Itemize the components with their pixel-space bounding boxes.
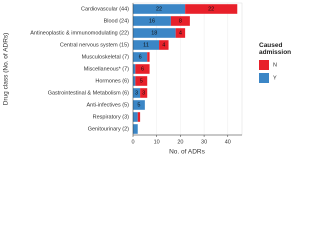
data-label: 22 [156,6,162,12]
bar-segment [170,16,190,26]
y-tick-label: Antineoplastic & immunomodulating (22) [30,30,129,36]
data-label: 6 [139,54,142,60]
data-label: 4 [179,30,182,36]
bar-segment [133,124,138,134]
bar-segment [137,112,141,122]
y-tick-label: Blood (24) [104,18,130,24]
bar-segment [133,16,171,26]
bar-segment [175,28,186,38]
y-axis-label: Drug class (No. of ADRs) [3,33,10,106]
data-label: 6 [141,66,144,72]
x-tick-label: 20 [177,139,183,145]
x-tick-label: 40 [225,139,231,145]
data-label: 8 [179,18,182,24]
data-label: 22 [208,6,214,12]
bar-segment [135,64,150,74]
data-label: 11 [143,42,149,48]
data-label: 4 [162,42,165,48]
legend-label: Y [273,75,277,81]
bar-segment [133,28,176,38]
legend-label: N [273,62,277,68]
bar-segment [133,4,186,14]
bar-segment [140,88,148,98]
x-tick-label: 30 [201,139,207,145]
bar-segment [135,76,148,86]
bar-segment [147,52,150,62]
bar-segment [133,52,148,62]
data-label: 5 [137,102,140,108]
bar-segment [133,40,160,50]
y-tick-label: Central nervous system (15) [60,42,129,48]
bar-segment [133,64,136,74]
bar-segment [133,76,136,86]
chart: Drug class (No. of ADRs) No. of ADRs 0 10… [3,2,277,156]
x-tick-label: 10 [154,139,160,145]
page: Drug class (No. of ADRs) No. of ADRs 0 10… [2,2,292,156]
legend-swatch [259,60,269,70]
data-label: 16 [149,18,155,24]
bar-segment [185,4,238,14]
data-label: 3 [135,90,138,96]
bar-segment [133,100,145,110]
x-axis-label: No. of ADRs [169,149,206,156]
y-tick-label: Cardiovascular (44) [81,6,129,12]
y-tick-label: Miscellaneous* (7) [84,66,129,72]
y-tick-label: Anti-infectives (5) [87,102,130,108]
legend-title: Caused admission [259,42,292,56]
data-label: 5 [140,78,143,84]
y-tick-label: Gastrointestinal & Metabolism (6) [48,90,129,96]
data-label: 3 [142,90,145,96]
y-tick-label: Hormones (6) [95,78,129,84]
y-tick-label: Genitourinary (2) [88,126,129,132]
y-tick-label: Respiratory (3) [93,114,130,120]
legend-swatch [259,73,269,83]
bar-segment [133,112,138,122]
bar-segment [133,88,141,98]
y-tick-label: Musculoskeletal (7) [82,54,130,60]
data-label: 18 [151,30,157,36]
x-tick-label: 0 [131,139,134,145]
bar-segment [159,40,169,50]
